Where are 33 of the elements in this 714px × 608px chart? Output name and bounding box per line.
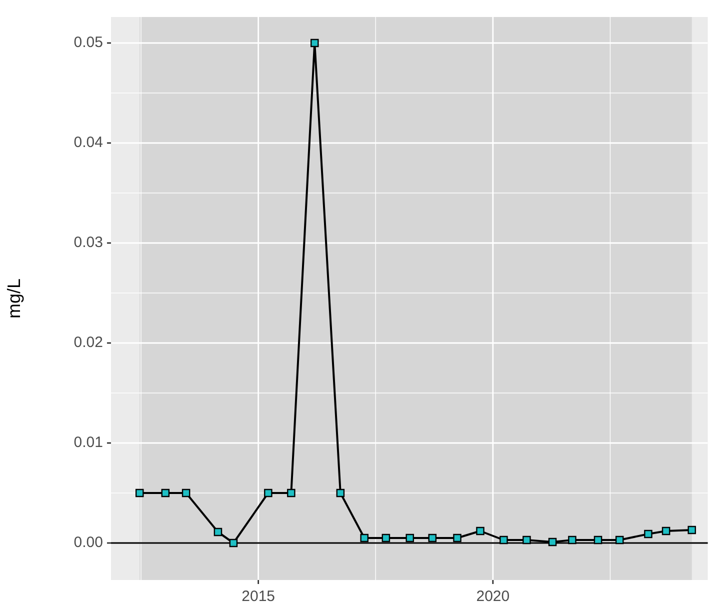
point	[161, 488, 170, 498]
point	[453, 534, 462, 542]
y-tick-label: 0.00	[74, 534, 103, 552]
point	[287, 488, 296, 498]
point	[229, 538, 238, 548]
point	[594, 536, 602, 544]
point	[264, 488, 272, 498]
point	[406, 534, 414, 542]
x-tick-label: 2015	[242, 588, 276, 606]
point	[615, 536, 624, 544]
y-tick-label: 0.03	[74, 234, 103, 252]
point	[310, 38, 319, 48]
point	[522, 536, 531, 544]
point	[135, 488, 144, 498]
point	[382, 534, 390, 542]
y-tick-label: 0.05	[74, 34, 103, 52]
point	[214, 528, 222, 536]
y-tick-label: 0.04	[74, 134, 103, 152]
point	[568, 536, 576, 544]
y-tick-label: 0.01	[74, 434, 103, 452]
point	[688, 526, 696, 534]
point	[662, 526, 670, 536]
y-tick-label: 0.02	[74, 334, 103, 352]
point	[336, 488, 345, 498]
point	[360, 534, 368, 542]
point	[476, 526, 484, 536]
point	[548, 538, 557, 546]
point	[182, 488, 190, 498]
point	[644, 530, 652, 538]
x-tick-label: 2020	[476, 588, 510, 606]
point	[428, 534, 437, 542]
y-axis-title: mg/L	[4, 278, 24, 319]
point	[500, 536, 508, 544]
